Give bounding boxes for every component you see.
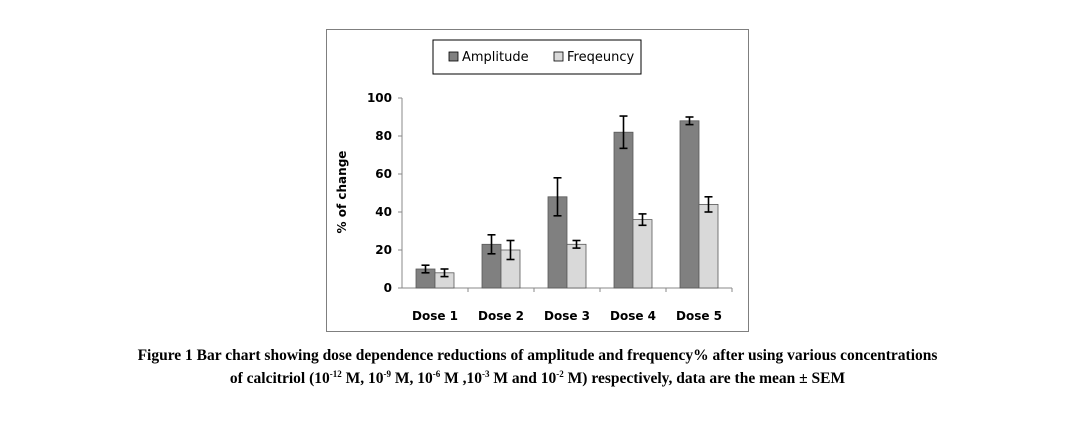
caption-text-segment: M, 10 <box>341 370 384 387</box>
caption-text-segment: M, 10 <box>391 370 433 387</box>
legend-label-frequency: Freqeuncy <box>567 50 634 65</box>
x-category-label: Dose 1 <box>412 309 458 323</box>
bar-chart: Amplitude Freqeuncy % of change 0 20 40 60 8… <box>335 39 733 323</box>
caption-exponent: -12 <box>329 368 342 379</box>
caption-text-segment: M and 10 <box>489 370 557 387</box>
figure-caption: Figure 1 Bar chart showing dose dependen… <box>0 344 1075 390</box>
legend-label-amplitude: Amplitude <box>462 50 529 65</box>
caption-text-segment: M ,10 <box>440 370 483 387</box>
caption-line-1: Figure 1 Bar chart showing dose dependen… <box>137 347 938 364</box>
bar-amplitude-dose5 <box>679 120 700 289</box>
x-category-label: Dose 4 <box>610 309 656 323</box>
bar-freqeuncy-dose5 <box>698 203 719 289</box>
y-tick-label: 100 <box>367 91 392 105</box>
caption-exponent: -9 <box>383 368 392 379</box>
legend-swatch-amplitude <box>448 51 459 62</box>
x-category-label: Dose 5 <box>676 309 722 323</box>
y-tick-label: 0 <box>384 281 392 295</box>
x-category-label: Dose 3 <box>544 309 590 323</box>
y-tick-label: 40 <box>375 205 392 219</box>
caption-exponent: -2 <box>556 368 564 379</box>
bar-freqeuncy-dose3 <box>566 243 587 289</box>
x-category-label: Dose 2 <box>478 309 524 323</box>
bar-freqeuncy-dose4 <box>632 219 653 289</box>
y-axis-label: % of change <box>335 151 349 234</box>
caption-text-segment: M) respectively, data are the mean ± SEM <box>563 370 846 387</box>
caption-exponent: -3 <box>482 368 490 379</box>
y-tick-label: 80 <box>375 129 392 143</box>
legend-box <box>432 39 642 75</box>
chart-frame: Amplitude Freqeuncy % of change 0 20 40 60 8… <box>326 29 749 332</box>
y-tick-label: 20 <box>375 243 392 257</box>
bar-amplitude-dose4 <box>613 131 634 289</box>
legend-swatch-frequency <box>553 51 564 62</box>
caption-text-segment: of calcitriol (10 <box>229 370 330 387</box>
caption-exponent: -6 <box>432 368 441 379</box>
y-tick-label: 60 <box>375 167 392 181</box>
caption-line-2: of calcitriol (10-12 M, 10-9 M, 10-6 M ,… <box>0 367 1075 390</box>
